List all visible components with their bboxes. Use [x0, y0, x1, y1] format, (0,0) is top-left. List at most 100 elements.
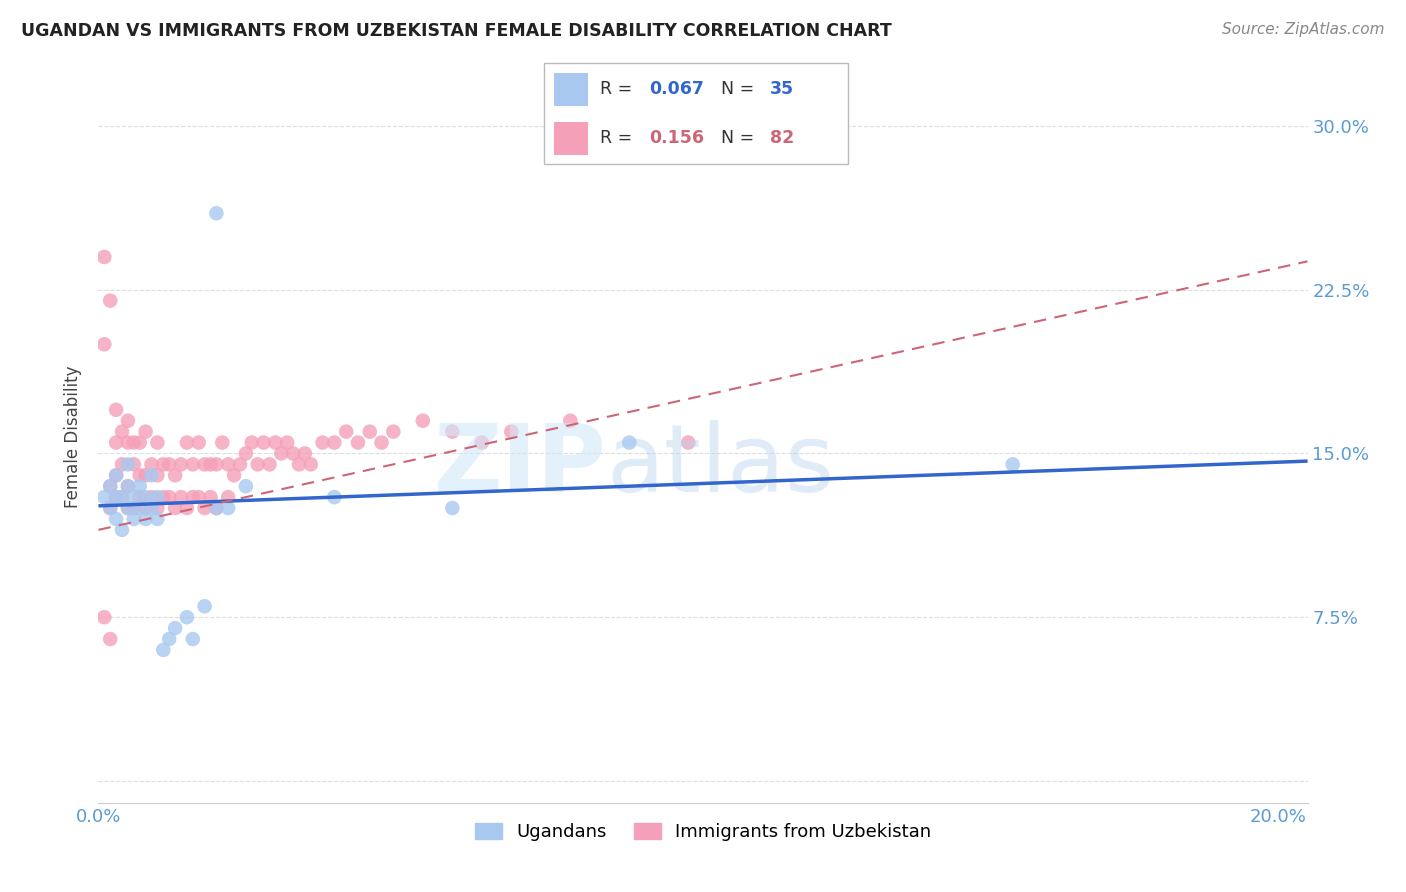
Point [170, 490, 193, 504]
Point [252, 435, 274, 450]
Point [117, 479, 139, 493]
Text: 0.067: 0.067 [650, 80, 704, 98]
Point [93, 490, 115, 504]
Point [187, 435, 209, 450]
Point [157, 490, 180, 504]
Point [441, 425, 464, 439]
Point [135, 468, 157, 483]
Point [200, 490, 222, 504]
Point [270, 446, 292, 460]
Point [170, 458, 193, 472]
Point [165, 501, 187, 516]
Point [105, 512, 128, 526]
Point [211, 435, 233, 450]
Point [111, 458, 134, 472]
Point [146, 512, 169, 526]
Text: R =: R = [600, 129, 638, 147]
Point [194, 501, 217, 516]
Point [117, 501, 139, 516]
Point [370, 435, 392, 450]
Text: 0.156: 0.156 [650, 129, 704, 147]
Y-axis label: Female Disability: Female Disability [65, 366, 83, 508]
Point [105, 402, 128, 417]
Point [205, 501, 228, 516]
Text: N =: N = [721, 80, 759, 98]
Point [105, 468, 128, 483]
Point [217, 490, 239, 504]
Point [347, 435, 370, 450]
Point [122, 435, 145, 450]
Point [259, 458, 281, 472]
FancyBboxPatch shape [544, 63, 848, 164]
Point [128, 435, 150, 450]
Point [311, 435, 333, 450]
Point [412, 414, 434, 428]
Point [205, 458, 228, 472]
Point [165, 621, 187, 635]
Point [235, 479, 257, 493]
Point [98, 479, 121, 493]
Point [146, 490, 169, 504]
Point [181, 632, 204, 646]
Point [678, 435, 700, 450]
Point [281, 446, 304, 460]
Point [128, 468, 150, 483]
Point [501, 425, 523, 439]
Point [105, 490, 128, 504]
Text: UGANDAN VS IMMIGRANTS FROM UZBEKISTAN FEMALE DISABILITY CORRELATION CHART: UGANDAN VS IMMIGRANTS FROM UZBEKISTAN FE… [21, 22, 891, 40]
Point [98, 479, 121, 493]
Point [152, 643, 174, 657]
Text: 35: 35 [770, 80, 794, 98]
Point [105, 435, 128, 450]
Point [187, 490, 209, 504]
Point [471, 435, 494, 450]
Point [135, 425, 157, 439]
Point [98, 293, 121, 308]
Point [98, 501, 121, 516]
Point [105, 468, 128, 483]
Point [141, 458, 163, 472]
Point [128, 490, 150, 504]
Point [111, 490, 134, 504]
Point [146, 468, 169, 483]
Point [359, 425, 381, 439]
Point [135, 512, 157, 526]
Point [619, 435, 641, 450]
Point [176, 501, 198, 516]
Point [111, 490, 134, 504]
Point [441, 501, 464, 516]
Point [152, 458, 174, 472]
Text: Source: ZipAtlas.com: Source: ZipAtlas.com [1222, 22, 1385, 37]
Point [181, 458, 204, 472]
Point [165, 468, 187, 483]
Text: atlas: atlas [606, 420, 835, 512]
Point [200, 458, 222, 472]
Point [117, 435, 139, 450]
Point [323, 435, 346, 450]
Point [117, 458, 139, 472]
Point [181, 490, 204, 504]
Point [1001, 458, 1024, 472]
Point [146, 435, 169, 450]
Point [299, 458, 322, 472]
Point [294, 446, 316, 460]
Point [176, 610, 198, 624]
Point [205, 206, 228, 220]
Point [111, 523, 134, 537]
Point [264, 435, 287, 450]
Text: N =: N = [721, 129, 759, 147]
Bar [554, 73, 588, 105]
Point [122, 501, 145, 516]
Point [98, 501, 121, 516]
Point [217, 458, 239, 472]
Point [288, 458, 311, 472]
Point [93, 337, 115, 351]
Point [93, 250, 115, 264]
Point [176, 435, 198, 450]
Point [146, 501, 169, 516]
Text: R =: R = [600, 80, 638, 98]
Point [135, 490, 157, 504]
Point [122, 458, 145, 472]
Point [246, 458, 269, 472]
Point [235, 446, 257, 460]
